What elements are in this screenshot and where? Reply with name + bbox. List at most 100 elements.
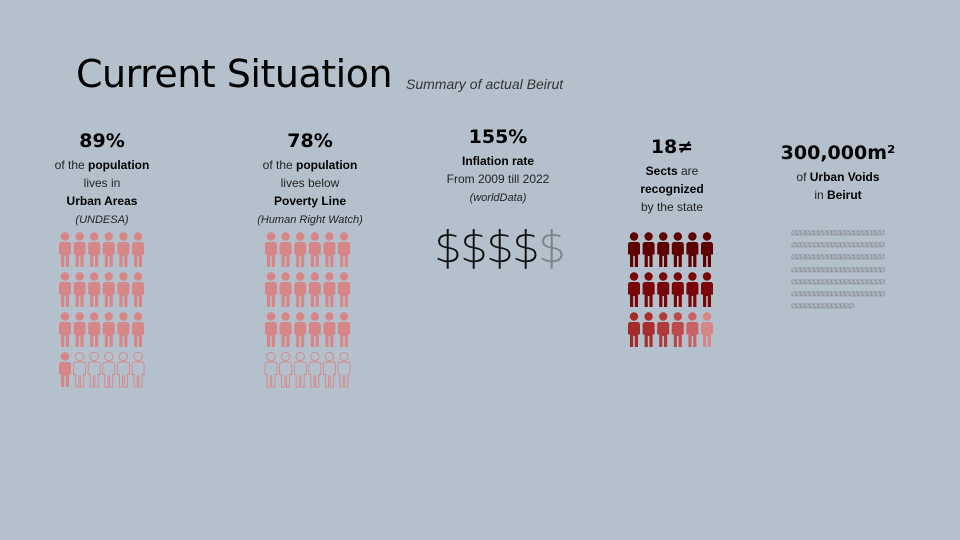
stat-text: of the: [262, 158, 297, 172]
person-icon: [117, 312, 130, 347]
population-poverty-icon-grid: [264, 231, 352, 391]
person-icon: [88, 232, 101, 267]
stat-sects: 18≠ Sects are recognized by the state: [582, 134, 762, 216]
person-icon: [117, 272, 130, 307]
dollar-icon: $: [460, 222, 488, 273]
stat-value: 300,000m²: [780, 142, 896, 164]
person-icon: [628, 232, 640, 267]
void-pattern-icon: ⌀⌀⌀⌀⌀⌀⌀⌀⌀⌀⌀⌀⌀⌀⌀⌀⌀⌀⌀⌀⌀⌀⌀⌀⌀⌀⌀⌀⌀⌀⌀⌀⌀⌀⌀⌀⌀⌀⌀⌀…: [791, 228, 885, 313]
person-icon: [308, 312, 321, 347]
person-icon: [132, 312, 144, 347]
stat-source: worldData: [473, 192, 523, 204]
sects-icon-grid: [627, 231, 715, 351]
stat-value: 18≠: [650, 136, 694, 158]
stat-text-bold: Urban Areas: [66, 194, 138, 208]
person-icon: [132, 232, 144, 267]
stat-text: in: [814, 188, 827, 202]
stat-text: are: [677, 164, 699, 178]
stat-text-bold: population: [296, 158, 358, 172]
stat-poverty-line: 78% of the population lives below Povert…: [220, 128, 400, 229]
stat-text-bold: population: [88, 158, 150, 172]
person-icon: [88, 312, 101, 347]
person-icon: [701, 232, 713, 267]
person-icon: [686, 312, 699, 347]
person-icon: [73, 351, 87, 388]
person-icon: [102, 312, 115, 347]
stat-value: 89%: [79, 130, 125, 152]
stat-source: UNDESA: [79, 214, 125, 226]
stat-text-bold: Urban Voids: [809, 170, 880, 184]
stat-value: 78%: [287, 130, 333, 152]
dollar-icon: $: [434, 222, 462, 273]
person-icon: [116, 351, 130, 388]
person-icon: [323, 272, 336, 307]
person-icon: [686, 232, 699, 267]
inflation-dollar-icons: $ $ $ $ $: [434, 222, 566, 274]
stat-inflation: 155% Inflation rate From 2009 till 2022 …: [408, 124, 588, 207]
person-icon: [671, 232, 684, 267]
person-icon: [73, 312, 86, 347]
person-icon: [686, 272, 699, 307]
page-subtitle: Summary of actual Beirut: [406, 76, 564, 92]
person-icon: [102, 272, 115, 307]
stat-text-bold: Sects: [645, 164, 678, 178]
person-icon: [87, 351, 101, 388]
person-icon: [308, 272, 321, 307]
person-icon: [701, 272, 713, 307]
dollar-icon: $: [486, 222, 514, 273]
person-icon: [701, 312, 713, 347]
person-icon: [73, 272, 86, 307]
person-icon: [657, 272, 670, 307]
person-icon: [294, 232, 307, 267]
person-icon: [102, 232, 115, 267]
person-icon: [265, 312, 277, 347]
stat-urban-voids: 300,000m² of Urban Voids in Beirut: [748, 140, 928, 204]
person-icon: [59, 352, 71, 387]
person-icon: [338, 272, 350, 307]
person-icon: [59, 272, 71, 307]
person-icon: [338, 232, 350, 267]
person-icon: [642, 312, 655, 347]
person-icon: [671, 312, 684, 347]
stat-text-bold: Beirut: [827, 188, 862, 202]
population-urban-icon-grid: [58, 231, 146, 391]
person-icon: [279, 312, 292, 347]
person-icon: [322, 351, 336, 388]
person-icon: [323, 232, 336, 267]
person-icon: [338, 312, 350, 347]
person-icon: [88, 272, 101, 307]
person-icon: [132, 272, 144, 307]
person-icon: [102, 351, 116, 388]
person-icon: [628, 312, 640, 347]
stat-value: 155%: [468, 126, 528, 148]
stat-text-bold: recognized: [640, 182, 704, 196]
person-icon: [628, 272, 640, 307]
person-icon: [279, 232, 292, 267]
person-icon: [294, 272, 307, 307]
person-icon: [308, 351, 322, 388]
person-icon: [59, 312, 71, 347]
person-icon: [294, 312, 307, 347]
person-icon: [642, 232, 655, 267]
stat-text: of: [796, 170, 810, 184]
person-icon: [117, 232, 130, 267]
person-icon: [265, 272, 277, 307]
stat-text-bold: Inflation rate: [461, 154, 534, 168]
stat-urban-areas: 89% of the population lives in Urban Are…: [12, 128, 192, 229]
stat-text: lives below: [280, 176, 340, 190]
person-icon: [657, 312, 670, 347]
dollar-icon: $: [512, 222, 540, 273]
person-icon: [293, 351, 307, 388]
person-icon: [657, 232, 670, 267]
person-icon: [642, 272, 655, 307]
person-icon: [308, 232, 321, 267]
stat-source: Human Right Watch: [260, 214, 360, 226]
person-icon: [265, 232, 277, 267]
person-icon: [59, 232, 71, 267]
person-icon: [264, 351, 278, 388]
stat-text-bold: Poverty Line: [273, 194, 347, 208]
person-icon: [337, 351, 351, 388]
stat-text: From 2009 till 2022: [446, 172, 550, 186]
person-icon: [279, 272, 292, 307]
person-icon: [73, 232, 86, 267]
